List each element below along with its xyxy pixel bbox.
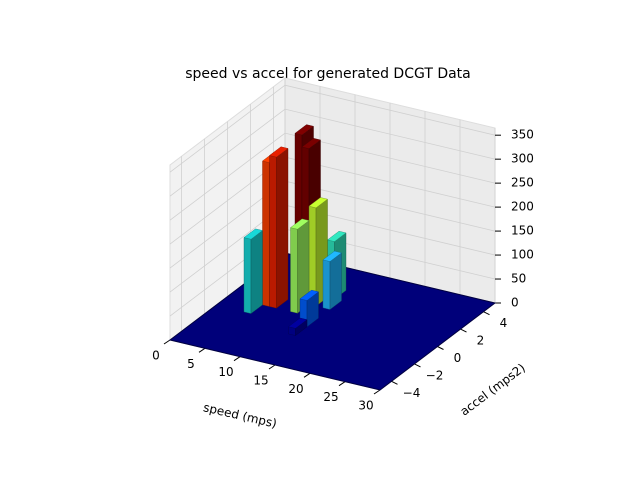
y-tick-label: −2 bbox=[426, 368, 444, 382]
z-tick-label: 50 bbox=[511, 272, 526, 286]
tick-mark bbox=[268, 364, 276, 370]
bar-top bbox=[299, 289, 319, 301]
x-axis-label: speed (mps) bbox=[202, 400, 278, 431]
bar-top bbox=[301, 138, 321, 149]
tick-mark bbox=[233, 356, 241, 362]
bar-front bbox=[290, 227, 298, 314]
tick-mark bbox=[163, 339, 171, 345]
bar-side bbox=[250, 230, 263, 314]
tick-mark bbox=[414, 363, 421, 368]
z-tick-label: 250 bbox=[511, 176, 534, 190]
z-tick-label: 300 bbox=[511, 152, 534, 166]
z-tick-label: 350 bbox=[511, 128, 534, 142]
bar-top bbox=[322, 250, 342, 262]
x-tick-label: 25 bbox=[323, 390, 338, 404]
y-tick-label: 4 bbox=[500, 316, 508, 330]
tick-mark bbox=[437, 346, 444, 350]
z-tick-label: 150 bbox=[511, 224, 534, 238]
tick-mark bbox=[483, 311, 490, 316]
chart-title: speed vs accel for generated DCGT Data bbox=[185, 66, 471, 82]
grid-line bbox=[169, 108, 496, 197]
bar-top bbox=[290, 218, 310, 230]
bar-front bbox=[269, 155, 277, 309]
tick-mark bbox=[303, 372, 311, 378]
bar-top bbox=[308, 197, 328, 209]
bar-top bbox=[294, 124, 314, 136]
tick-mark bbox=[391, 380, 398, 385]
x-tick-label: 0 bbox=[152, 349, 160, 363]
z-tick-label: 100 bbox=[511, 248, 534, 262]
x-tick-label: 5 bbox=[187, 357, 195, 371]
y-tick-label: 0 bbox=[454, 351, 462, 365]
bar-front bbox=[262, 160, 270, 307]
bar-front bbox=[322, 259, 331, 310]
x-tick-label: 10 bbox=[218, 365, 233, 379]
z-tick-label: 200 bbox=[511, 200, 534, 214]
bar-top bbox=[327, 230, 347, 242]
z-tick-label: 0 bbox=[511, 296, 519, 310]
bar-front bbox=[243, 237, 252, 314]
tick-mark bbox=[460, 328, 467, 333]
y-tick-label: −4 bbox=[403, 386, 421, 400]
y-tick-label: 2 bbox=[477, 334, 485, 348]
y-axis-label: accel (mps2) bbox=[457, 361, 527, 419]
x-tick-label: 30 bbox=[358, 399, 373, 413]
tick-mark bbox=[373, 389, 381, 395]
bar-top bbox=[269, 146, 289, 158]
grid-line bbox=[169, 84, 496, 173]
bar-side bbox=[276, 148, 289, 309]
bar-side bbox=[329, 252, 342, 310]
tick-mark bbox=[338, 381, 346, 387]
grid-line bbox=[169, 132, 496, 221]
tick-mark bbox=[198, 347, 206, 353]
x-tick-label: 15 bbox=[253, 374, 268, 388]
x-tick-label: 20 bbox=[288, 382, 303, 396]
bar-top bbox=[243, 228, 263, 240]
bar-top bbox=[288, 317, 308, 329]
